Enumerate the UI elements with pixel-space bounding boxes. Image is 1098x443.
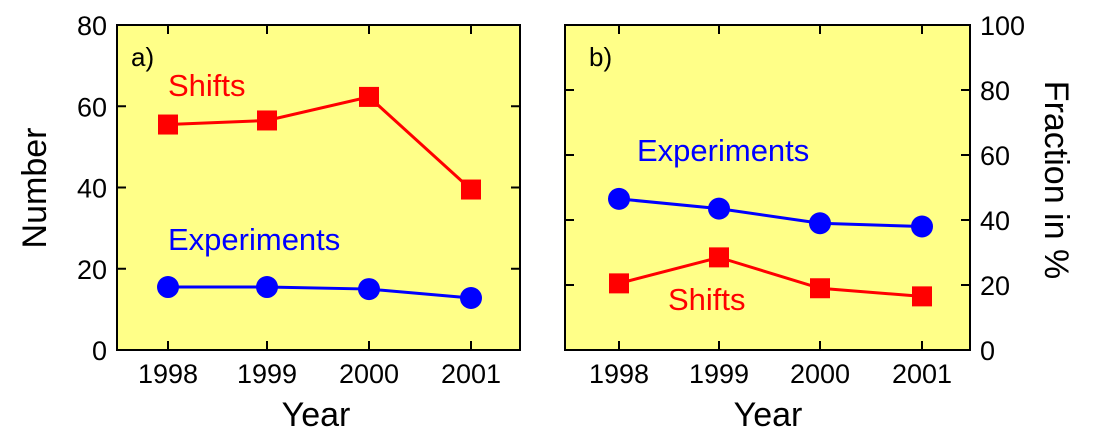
panel-b-plot-area — [564, 24, 971, 351]
panel-a-x-axis-label: Year — [282, 396, 351, 434]
panel-b-y-tick-label: 20 — [980, 271, 1010, 301]
panel-b-shifts-point — [609, 273, 629, 294]
panel-a-shifts-point — [359, 86, 379, 107]
panel-b-marks: 0 20 40 60 80 100 1998 1999 2000 2001 — [565, 11, 1025, 389]
panel-a-y-tick-label: 40 — [77, 174, 107, 204]
panel-b-experiments-point — [608, 187, 630, 210]
panel-b-y-tick-label: 80 — [980, 76, 1010, 106]
panel-b-series-label-experiments: Experiments — [637, 133, 809, 168]
panel-a-marks: 0 20 40 60 80 1998 1999 2000 2001 — [77, 11, 520, 389]
panel-b-shifts-point — [810, 278, 830, 299]
panel-b-label: b) — [589, 42, 612, 72]
panel-b-series-label-shifts: Shifts — [668, 282, 746, 317]
panel-a-shifts-point — [158, 114, 178, 135]
panel-a-x-tick-label: 1998 — [138, 359, 198, 389]
panel-b-shifts-point — [912, 286, 932, 307]
panel-a-series-label-experiments: Experiments — [168, 222, 340, 257]
panel-b-y-axis-label: Fraction in % — [1037, 81, 1075, 279]
panel-b-y-tick-label: 60 — [980, 141, 1010, 171]
panel-b-y-tick-label: 40 — [980, 206, 1010, 236]
panel-a-experiments-point — [358, 278, 380, 301]
panel-b-x-tick-label: 2001 — [892, 359, 952, 389]
panel-b-shifts-point — [709, 247, 729, 268]
panel-a-experiments-point — [256, 276, 278, 299]
panel-a-y-tick-label: 60 — [77, 92, 107, 122]
panel-b-x-tick-label: 2000 — [790, 359, 850, 389]
panel-b-y-tick-label: 100 — [980, 11, 1025, 41]
panel-a-experiments-point — [460, 287, 482, 309]
panel-b-y-tick-label: 0 — [980, 336, 995, 366]
panel-b: 0 20 40 60 80 100 1998 1999 2000 2001 b) Experime… — [564, 11, 1075, 434]
panel-a-experiments-point — [157, 276, 179, 299]
panel-a-x-tick-label: 1999 — [237, 359, 297, 389]
panel-a-x-tick-label: 2000 — [339, 359, 399, 389]
panel-b-experiments-point — [708, 197, 730, 220]
panel-a-series-label-shifts: Shifts — [168, 68, 246, 103]
panel-a-y-tick-label: 0 — [92, 336, 107, 366]
panel-b-shifts-line — [618, 255, 923, 298]
panel-a-label: a) — [131, 42, 154, 72]
panel-a-shifts-line — [167, 95, 473, 191]
panel-a: 0 20 40 60 80 1998 1999 2000 2001 a) Shifts Expe… — [16, 11, 521, 434]
panel-a-y-tick-label: 80 — [77, 11, 107, 41]
panel-b-x-axis-label: Year — [734, 396, 803, 434]
panel-a-y-tick-label: 20 — [77, 255, 107, 285]
panel-a-shifts-point — [461, 179, 481, 200]
panel-b-x-tick-label: 1999 — [689, 359, 749, 389]
panel-a-experiments-line — [168, 285, 472, 300]
panel-b-experiments-point — [809, 212, 831, 235]
panel-a-x-tick-label: 2001 — [441, 359, 501, 389]
panel-b-experiments-point — [911, 215, 933, 238]
panel-b-x-tick-label: 1998 — [589, 359, 649, 389]
panel-a-y-axis-label: Number — [16, 128, 54, 249]
panel-a-shifts-point — [257, 110, 277, 131]
panel-b-experiments-line — [618, 197, 923, 228]
